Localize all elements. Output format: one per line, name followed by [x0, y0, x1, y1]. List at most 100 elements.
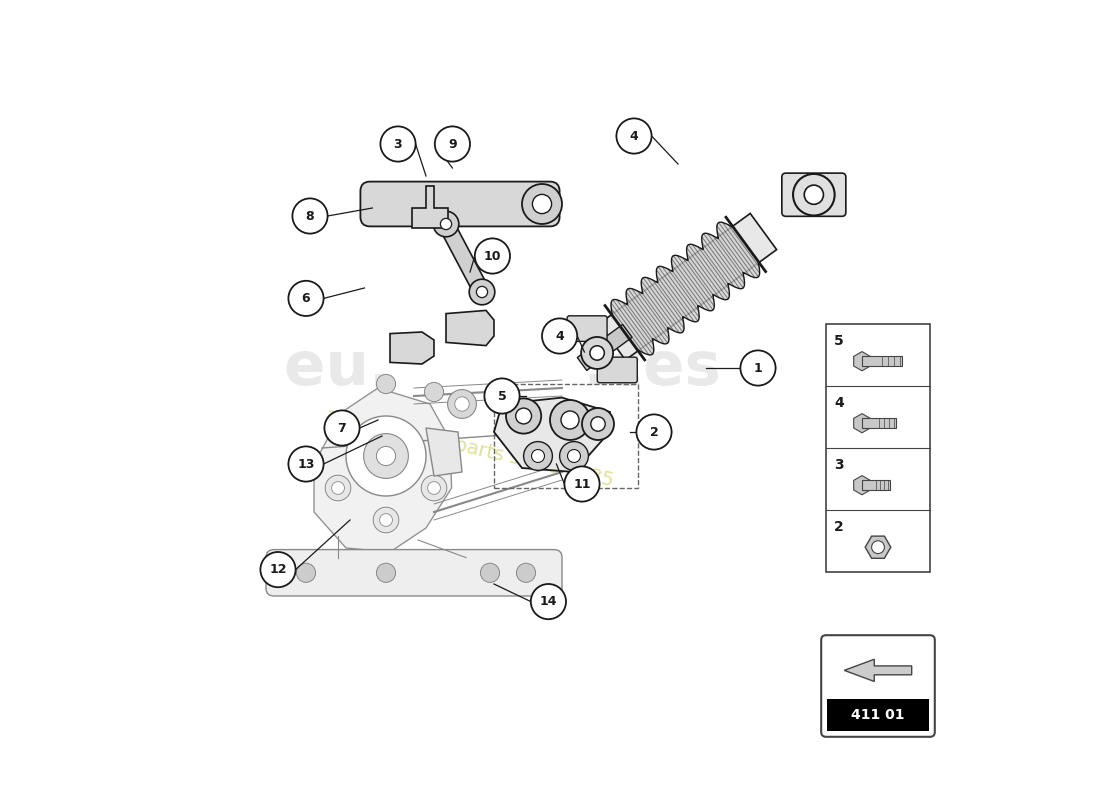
FancyBboxPatch shape — [597, 357, 637, 382]
Polygon shape — [854, 475, 870, 494]
Polygon shape — [390, 332, 435, 364]
Circle shape — [524, 442, 552, 470]
Circle shape — [448, 390, 476, 418]
Text: 10: 10 — [484, 250, 502, 262]
Circle shape — [590, 346, 604, 360]
Circle shape — [376, 446, 396, 466]
Text: 13: 13 — [297, 458, 315, 470]
Circle shape — [522, 184, 562, 224]
Circle shape — [373, 507, 399, 533]
Circle shape — [532, 194, 551, 214]
Text: 2: 2 — [650, 426, 659, 438]
Circle shape — [376, 563, 396, 582]
Polygon shape — [862, 418, 895, 428]
Polygon shape — [426, 428, 462, 476]
Circle shape — [550, 400, 590, 440]
Text: 2: 2 — [834, 520, 844, 534]
FancyBboxPatch shape — [822, 635, 935, 737]
Polygon shape — [578, 325, 632, 370]
Circle shape — [428, 482, 440, 494]
Text: 4: 4 — [834, 396, 844, 410]
Polygon shape — [446, 310, 494, 346]
Text: 4: 4 — [629, 130, 638, 142]
Circle shape — [871, 541, 884, 554]
Circle shape — [516, 563, 536, 582]
Text: 5: 5 — [497, 390, 506, 402]
FancyBboxPatch shape — [266, 550, 562, 596]
Text: 6: 6 — [301, 292, 310, 305]
Bar — [827, 699, 930, 731]
Polygon shape — [610, 222, 760, 355]
Circle shape — [581, 337, 613, 369]
Text: 4: 4 — [556, 330, 564, 342]
Polygon shape — [862, 480, 890, 490]
Circle shape — [476, 286, 487, 298]
Text: 11: 11 — [573, 478, 591, 490]
Circle shape — [454, 397, 470, 411]
Circle shape — [293, 198, 328, 234]
Polygon shape — [866, 536, 891, 558]
Text: 9: 9 — [448, 138, 456, 150]
Circle shape — [470, 279, 495, 305]
Text: 5: 5 — [834, 334, 844, 348]
Text: 8: 8 — [306, 210, 315, 222]
Circle shape — [296, 563, 316, 582]
Polygon shape — [600, 214, 777, 360]
Circle shape — [582, 408, 614, 440]
Polygon shape — [862, 357, 902, 366]
Text: eu.         .ces: eu. .ces — [284, 338, 720, 398]
FancyBboxPatch shape — [782, 173, 846, 216]
Circle shape — [381, 126, 416, 162]
Circle shape — [324, 410, 360, 446]
Polygon shape — [854, 414, 870, 433]
Text: 7: 7 — [338, 422, 346, 434]
Circle shape — [376, 374, 396, 394]
Circle shape — [506, 398, 541, 434]
Text: 1: 1 — [754, 362, 762, 374]
Text: 3: 3 — [394, 138, 403, 150]
Circle shape — [261, 552, 296, 587]
Circle shape — [591, 417, 605, 431]
Circle shape — [542, 318, 578, 354]
Circle shape — [516, 408, 531, 424]
Bar — [826, 324, 930, 572]
Polygon shape — [854, 352, 870, 371]
Text: 12: 12 — [270, 563, 287, 576]
Circle shape — [475, 238, 510, 274]
Polygon shape — [845, 659, 912, 682]
Text: 14: 14 — [540, 595, 557, 608]
Circle shape — [531, 450, 544, 462]
Circle shape — [346, 416, 426, 496]
Circle shape — [793, 174, 835, 215]
Circle shape — [804, 185, 824, 204]
Circle shape — [364, 434, 408, 478]
Circle shape — [637, 414, 672, 450]
Text: a passion for parts since 1985: a passion for parts since 1985 — [324, 406, 616, 490]
Circle shape — [434, 126, 470, 162]
Circle shape — [481, 563, 499, 582]
Circle shape — [421, 475, 447, 501]
Circle shape — [560, 442, 588, 470]
Circle shape — [531, 584, 566, 619]
Text: 3: 3 — [834, 458, 844, 472]
Circle shape — [568, 450, 581, 462]
Circle shape — [433, 211, 459, 237]
Polygon shape — [439, 220, 490, 296]
Circle shape — [326, 475, 351, 501]
FancyBboxPatch shape — [568, 316, 607, 342]
Circle shape — [564, 466, 600, 502]
Circle shape — [425, 382, 443, 402]
FancyBboxPatch shape — [361, 182, 560, 226]
Circle shape — [440, 218, 452, 230]
Circle shape — [288, 446, 323, 482]
Circle shape — [561, 411, 579, 429]
Text: 411 01: 411 01 — [851, 709, 904, 722]
Circle shape — [616, 118, 651, 154]
Circle shape — [288, 281, 323, 316]
Polygon shape — [314, 388, 452, 552]
Circle shape — [484, 378, 519, 414]
Polygon shape — [494, 398, 611, 472]
Circle shape — [379, 514, 393, 526]
Circle shape — [740, 350, 776, 386]
Circle shape — [331, 482, 344, 494]
